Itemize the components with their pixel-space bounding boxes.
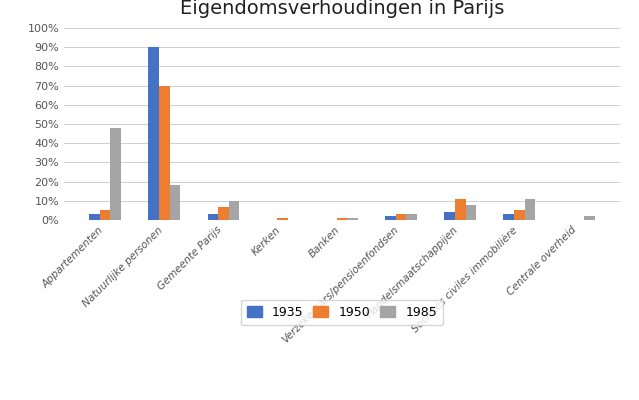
Bar: [100, 210, 111, 220]
Bar: [148, 47, 159, 220]
Bar: [466, 205, 476, 220]
Bar: [406, 214, 417, 220]
Bar: [525, 199, 535, 220]
Bar: [89, 214, 100, 220]
Bar: [208, 214, 218, 220]
Bar: [455, 199, 466, 220]
Bar: [347, 218, 358, 220]
Bar: [396, 214, 406, 220]
Bar: [218, 206, 229, 220]
Bar: [385, 216, 396, 220]
Bar: [159, 86, 169, 220]
Bar: [584, 216, 594, 220]
Bar: [277, 218, 288, 220]
Bar: [504, 214, 514, 220]
Title: Eigendomsverhoudingen in Parijs: Eigendomsverhoudingen in Parijs: [180, 0, 504, 18]
Bar: [337, 218, 347, 220]
Bar: [444, 212, 455, 220]
Bar: [229, 201, 240, 220]
Legend: 1935, 1950, 1985: 1935, 1950, 1985: [240, 300, 443, 325]
Bar: [169, 186, 180, 220]
Bar: [514, 210, 525, 220]
Bar: [111, 128, 121, 220]
